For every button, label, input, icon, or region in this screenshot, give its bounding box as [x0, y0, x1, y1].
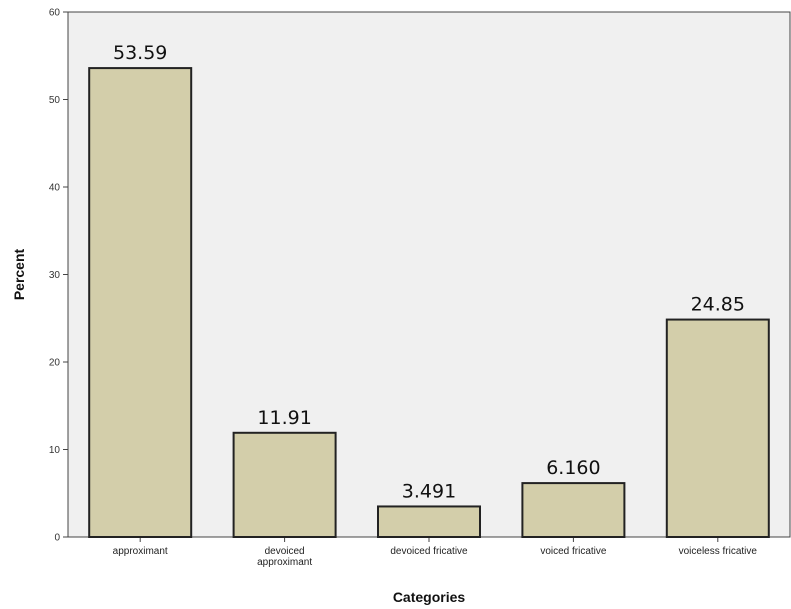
- data-label: 6.160: [546, 457, 600, 479]
- category-label: voiceless fricative: [679, 546, 758, 557]
- y-axis-title: Percent: [11, 248, 27, 300]
- category-label: devoiced approximant: [257, 546, 312, 568]
- y-tick-label: 40: [49, 183, 61, 194]
- x-axis-title: Categories: [393, 589, 466, 605]
- category-labels: approximant devoiced approximant devoiced f…: [113, 546, 758, 568]
- data-label: 3.491: [402, 480, 456, 502]
- y-tick-label: 60: [49, 8, 61, 19]
- category-label: voiced fricative: [540, 546, 607, 557]
- bar: [665, 318, 770, 538]
- data-labels: 53.59 11.91 3.491 6.160 24.85: [113, 42, 745, 502]
- bar: [521, 482, 626, 539]
- y-tick-label: 30: [49, 270, 61, 281]
- category-label: approximant: [113, 546, 168, 557]
- y-tick-label: 20: [49, 358, 61, 369]
- data-label: 11.91: [257, 407, 311, 429]
- data-label: 24.85: [691, 294, 745, 316]
- y-tick-label: 50: [49, 95, 61, 106]
- bar: [88, 67, 193, 539]
- y-axis: 0 10 20 30 40 50 60: [49, 8, 68, 544]
- bars: [88, 67, 770, 539]
- y-tick-label: 0: [54, 533, 60, 544]
- data-label: 53.59: [113, 42, 167, 64]
- category-label: devoiced fricative: [390, 546, 468, 557]
- y-tick-label: 10: [49, 445, 61, 456]
- bar: [232, 431, 337, 539]
- bar: [377, 505, 481, 538]
